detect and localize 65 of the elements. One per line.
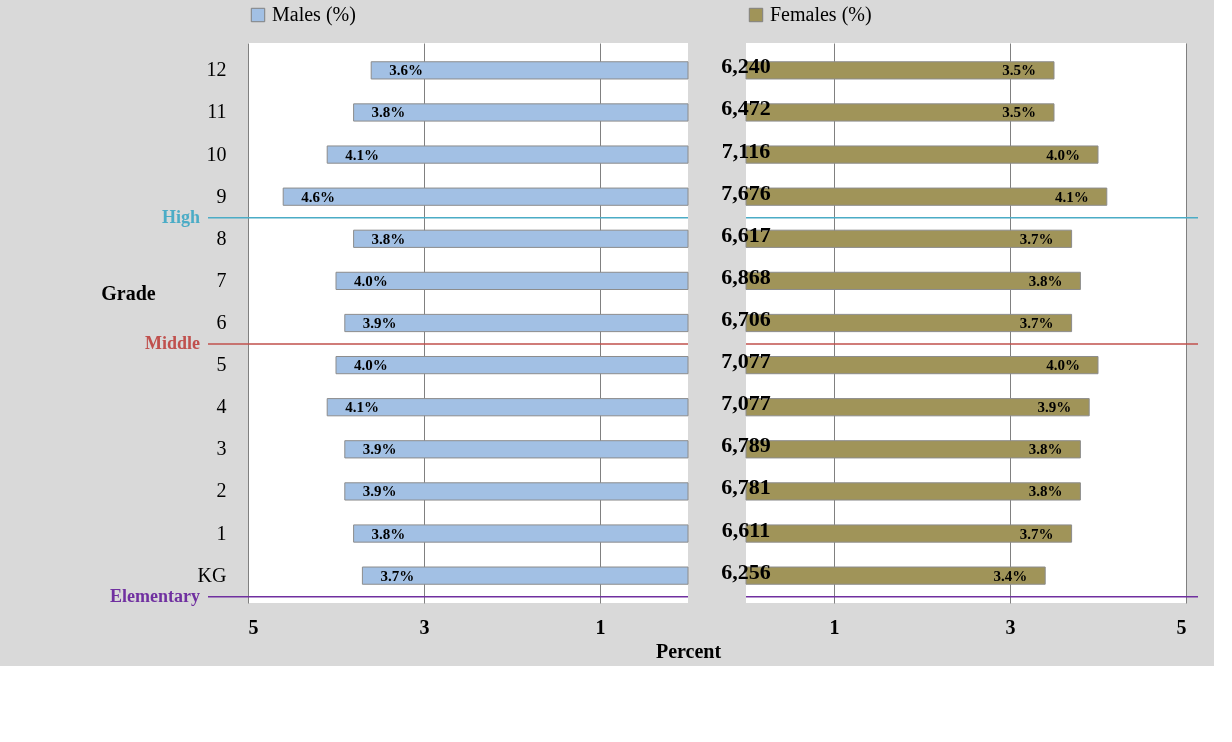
data-label: 4.0% [354,272,388,289]
data-label: 3.9% [362,315,397,331]
data-label: 3.8% [371,525,406,542]
data-label: 3.5% [1002,104,1036,121]
x-tick-label: 1 [595,615,606,638]
annotation: 6,472 [721,95,771,121]
annotation: 6,256 [721,558,771,584]
annotation: 6,868 [721,263,771,289]
y-tick-label: 4 [216,395,227,418]
data-label: 3.9% [362,441,397,458]
data-label: 3.7% [1019,230,1054,247]
y-tick-label: 3 [216,437,227,460]
data-label: 3.6% [389,62,423,79]
data-label: 3.7% [1019,315,1054,331]
x-tick-label: 1 [829,615,840,638]
annotation: 6,781 [721,474,771,500]
y-tick-label: 10 [206,142,227,165]
data-label: 3.7% [380,567,415,584]
y-tick-label: 11 [207,100,227,123]
data-label: 3.7% [1019,525,1054,542]
data-label: 3.4% [993,567,1028,584]
y-tick-label: 6 [216,311,227,333]
data-label: 3.8% [1028,441,1063,458]
x-axis-title: Percent [655,639,722,662]
x-tick-label: 3 [419,615,430,638]
annotation: 6,611 [721,516,771,542]
ref-line-label: Elementary [110,585,200,606]
y-tick-label: 9 [216,184,227,207]
x-tick-label: 5 [1176,615,1187,638]
data-label: 3.8% [371,104,406,121]
y-tick-label: 12 [206,58,227,81]
annotation: 6,789 [721,432,771,458]
x-tick-label: 3 [1005,615,1016,638]
data-label: 3.5% [1002,62,1036,79]
y-tick-label: 7 [216,268,227,291]
data-label: 3.8% [1028,483,1063,500]
y-axis-title: Grade [101,281,156,304]
data-label: 4.0% [1046,357,1080,374]
data-label: 3.9% [362,483,397,500]
y-tick-label: 5 [216,353,227,376]
annotation: 6,706 [721,306,771,331]
y-tick-label: 8 [216,226,227,249]
annotation: 7,077 [721,348,771,374]
annotation: 7,077 [721,390,771,416]
data-label: 4.6% [301,188,335,205]
data-label: 3.8% [1028,272,1063,289]
data-label: 3.8% [371,230,406,247]
ref-line-label: Middle [144,333,200,354]
annotation: 7,676 [721,179,771,205]
data-label: 4.1% [1055,188,1089,205]
data-label: 4.0% [1046,146,1080,163]
annotation: 7,116 [721,137,771,163]
annotation: 6,240 [721,53,771,79]
annotation: 6,617 [721,221,771,247]
x-tick-label: 5 [248,615,259,638]
data-label: 4.1% [345,399,379,416]
y-tick-label: 2 [216,479,227,502]
y-tick-label: KG [197,563,227,586]
data-label: 4.1% [345,146,379,163]
legend-label: Females (%) [770,3,872,26]
y-tick-label: 1 [216,521,227,544]
data-label: 3.9% [1037,399,1072,416]
data-label: 4.0% [354,357,388,374]
ref-line-label: High [161,206,200,227]
legend-label: Males (%) [272,3,356,26]
